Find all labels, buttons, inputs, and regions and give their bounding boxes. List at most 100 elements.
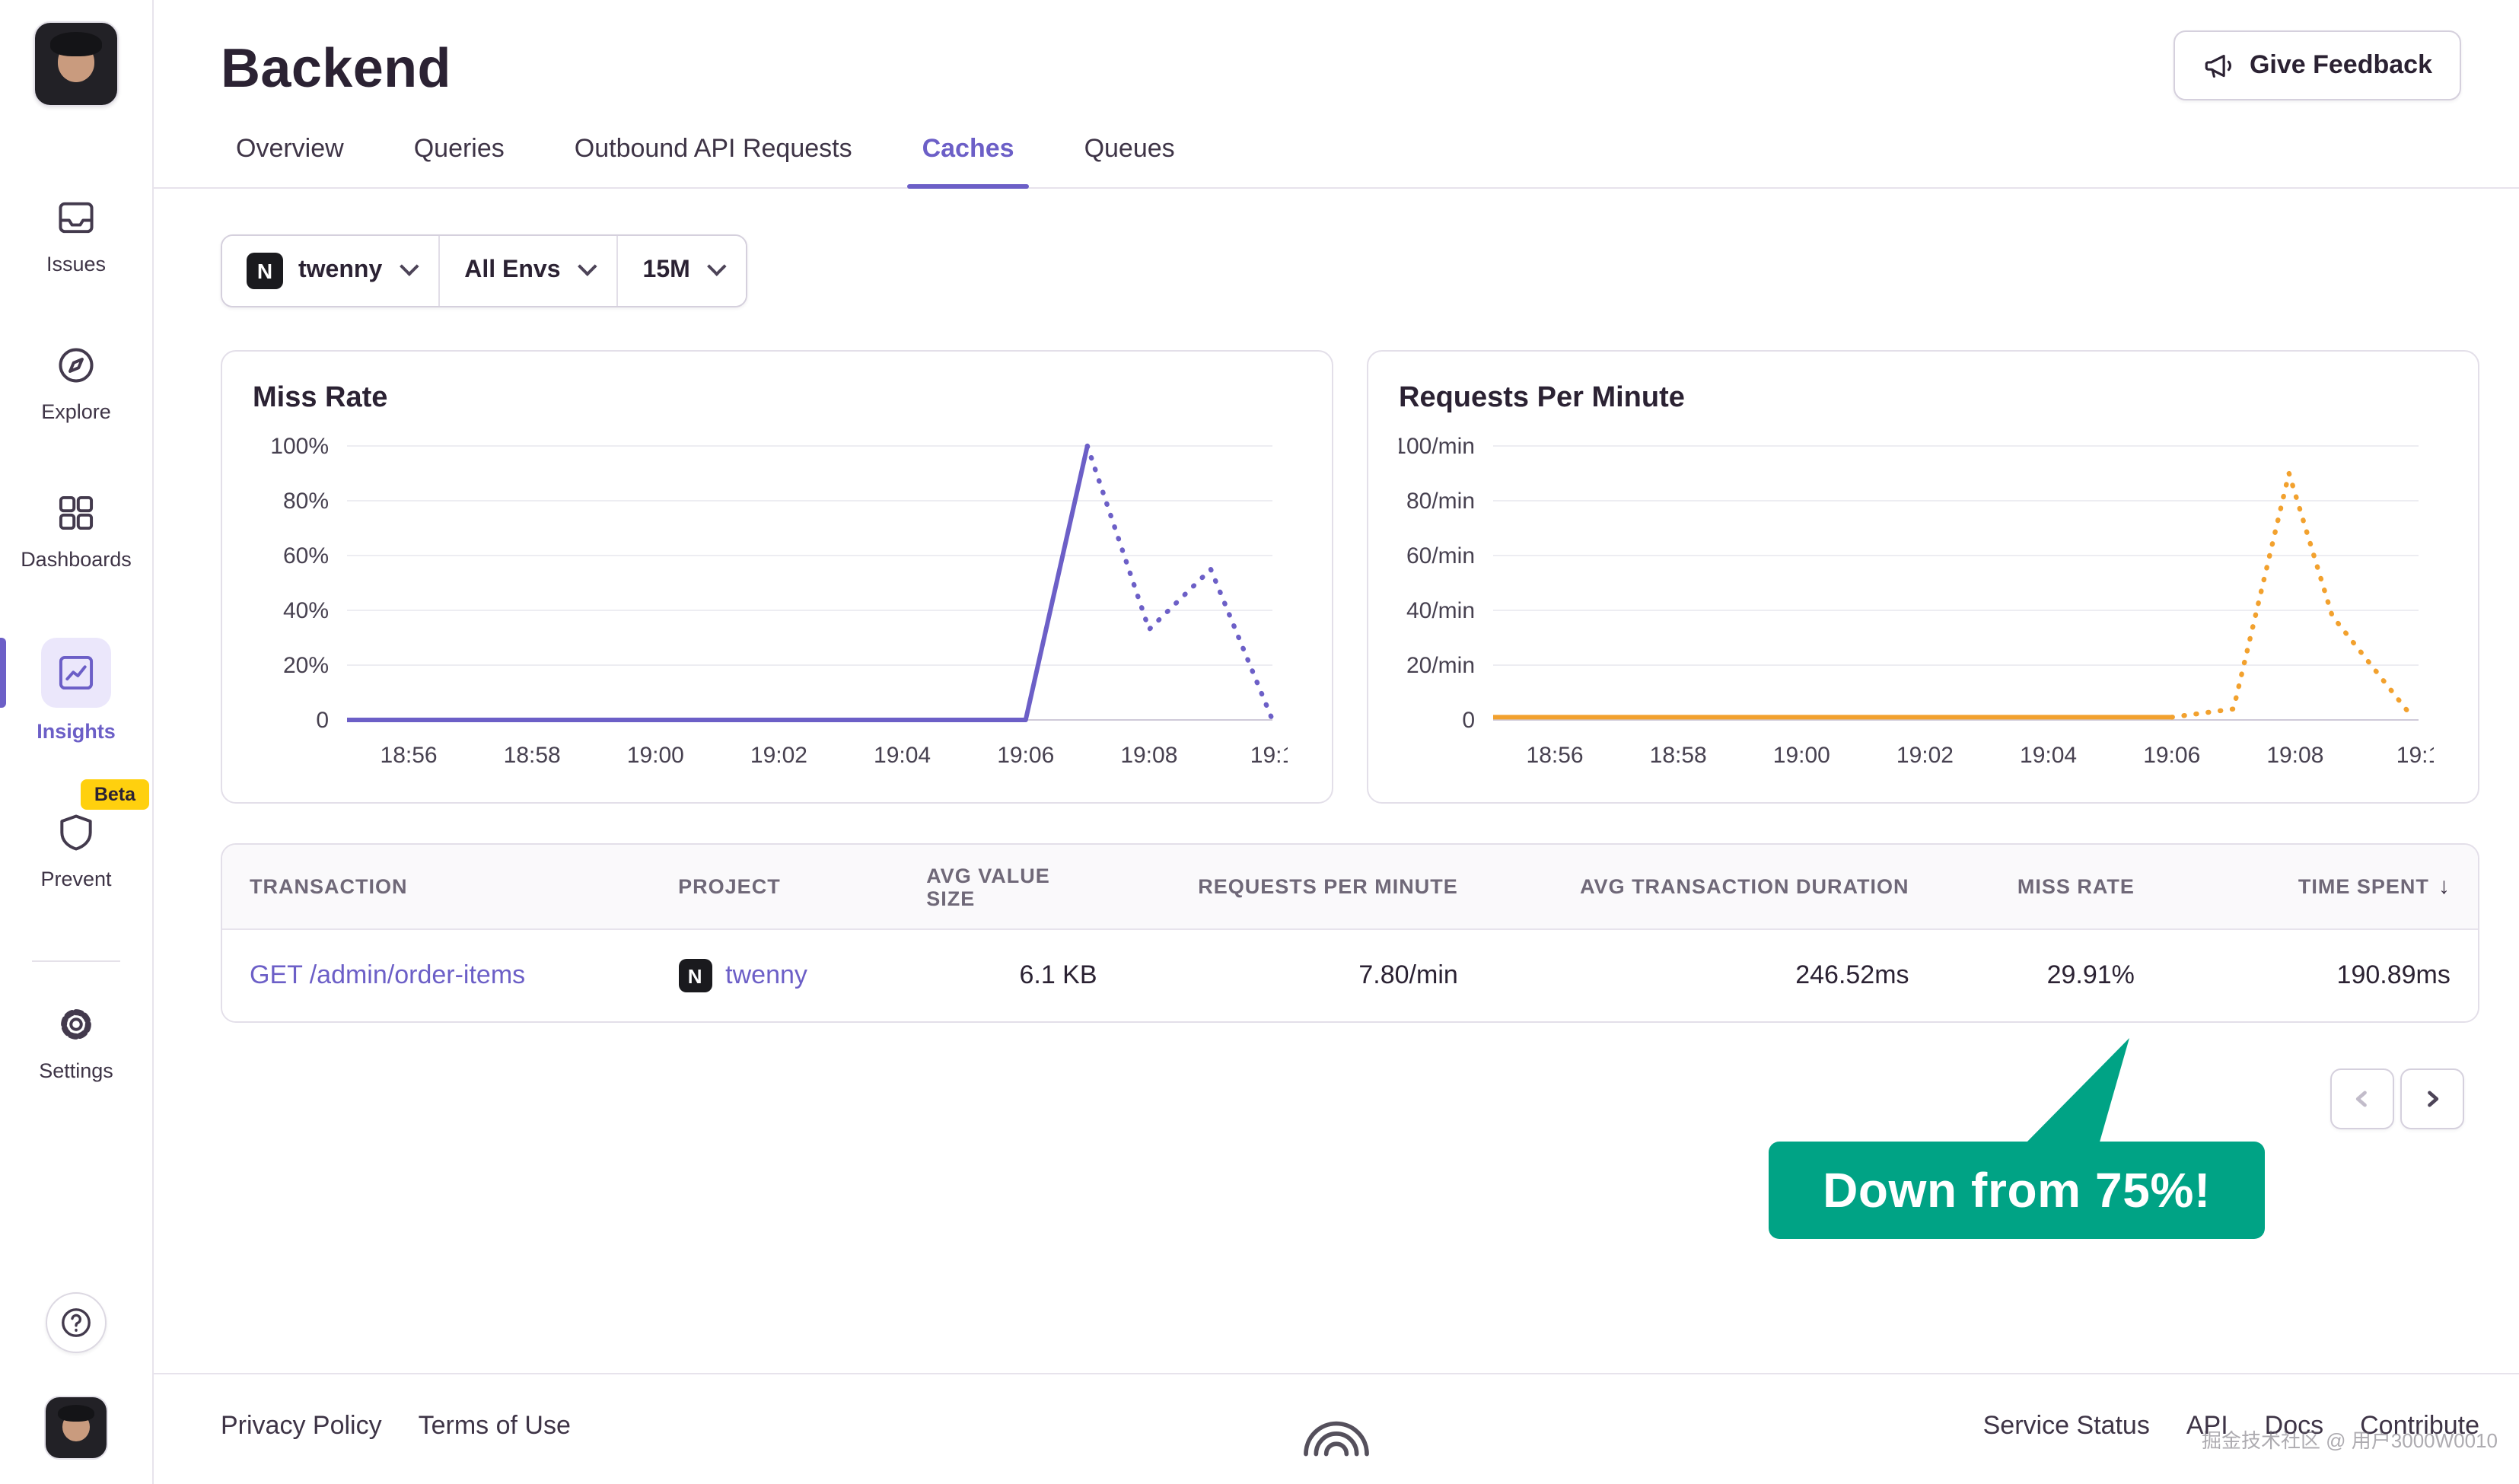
privacy-policy-link[interactable]: Privacy Policy xyxy=(221,1411,382,1440)
docs-link[interactable]: Docs xyxy=(2264,1411,2324,1440)
user-avatar-photo xyxy=(46,1397,107,1458)
svg-text:0: 0 xyxy=(1462,708,1475,733)
column-header-miss-rate[interactable]: MISS RATE xyxy=(2017,875,2135,898)
svg-text:19:06: 19:06 xyxy=(2143,743,2200,768)
project-letter-icon: N xyxy=(678,959,712,992)
tab-overview[interactable]: Overview xyxy=(236,134,344,163)
column-header-requests-per-minute[interactable]: REQUESTS PER MINUTE xyxy=(1198,875,1458,898)
sidebar-item-insights[interactable]: Insights xyxy=(0,638,152,743)
svg-text:19:02: 19:02 xyxy=(750,743,807,768)
table-row: GET /admin/order-items N twenny 6.1 KB 7… xyxy=(222,930,2478,1021)
content-area: N twenny All Envs 15M Miss Rate 100% 80% 6… xyxy=(154,189,2519,1129)
miss-rate-line-chart: 100% 80% 60% 40% 20% 0 18:56 18:58 19:00 19:02 19:… xyxy=(270,434,1288,768)
environment-filter-value: All Envs xyxy=(464,257,561,283)
question-mark-icon xyxy=(62,1308,91,1337)
svg-text:19:06: 19:06 xyxy=(997,743,1054,768)
page-title: Backend xyxy=(221,37,451,99)
tab-outbound-api-requests[interactable]: Outbound API Requests xyxy=(574,134,852,163)
svg-text:0: 0 xyxy=(316,708,329,733)
project-filter-dropdown[interactable]: N twenny xyxy=(222,236,439,306)
sidebar-divider xyxy=(32,960,120,962)
transaction-cell[interactable]: GET /admin/order-items xyxy=(222,960,651,991)
shield-icon xyxy=(53,810,99,855)
chevron-down-icon xyxy=(578,256,598,275)
api-link[interactable]: API xyxy=(2186,1411,2228,1440)
sort-descending-icon: ↓ xyxy=(2438,874,2451,900)
svg-text:80%: 80% xyxy=(283,489,329,514)
contribute-link[interactable]: Contribute xyxy=(2360,1411,2479,1440)
chart-title: Requests Per Minute xyxy=(1399,382,1685,414)
sidebar-item-label: Dashboards xyxy=(21,548,132,571)
chevron-down-icon xyxy=(400,256,419,275)
column-header-avg-transaction-duration[interactable]: AVG TRANSACTION DURATION xyxy=(1580,875,1909,898)
svg-text:20%: 20% xyxy=(283,653,329,678)
sidebar-item-dashboards[interactable]: Dashboards xyxy=(0,490,152,571)
chart-title: Miss Rate xyxy=(253,382,388,414)
transaction-link[interactable]: GET /admin/order-items xyxy=(250,960,526,989)
tab-caches[interactable]: Caches xyxy=(906,134,1030,189)
sidebar-item-label: Explore xyxy=(41,400,111,423)
svg-text:18:56: 18:56 xyxy=(381,743,438,768)
org-avatar[interactable] xyxy=(33,21,119,107)
user-avatar[interactable] xyxy=(44,1396,108,1460)
chevron-left-icon xyxy=(2355,1091,2367,1107)
filter-bar: N twenny All Envs 15M xyxy=(221,234,748,307)
svg-text:100/min: 100/min xyxy=(1399,434,1475,459)
column-header-transaction[interactable]: TRANSACTION xyxy=(250,875,408,898)
sidebar-item-issues[interactable]: Issues xyxy=(0,195,152,275)
column-header-avg-value-size[interactable]: AVG VALUE SIZE xyxy=(926,864,1050,909)
sidebar-item-label: Prevent xyxy=(40,868,112,890)
requests-per-minute-line-chart: 100/min 80/min 60/min 40/min 20/min 0 18:56 18:… xyxy=(1399,434,2434,768)
help-button[interactable] xyxy=(46,1292,107,1353)
requests-per-minute-cell: 7.80/min xyxy=(1358,960,1458,989)
page-header: Backend Give Feedback xyxy=(154,0,2519,100)
sidebar-nav: Issues Explore Dashboards Insights xyxy=(0,195,152,1149)
sentry-logo-icon[interactable] xyxy=(1303,1402,1370,1470)
svg-text:60%: 60% xyxy=(283,543,329,568)
main-content: Backend Give Feedback Overview Queries O… xyxy=(154,0,2519,1484)
previous-page-button[interactable] xyxy=(2330,1068,2394,1129)
megaphone-icon xyxy=(2205,53,2231,78)
terms-of-use-link[interactable]: Terms of Use xyxy=(418,1411,571,1440)
svg-text:80/min: 80/min xyxy=(1406,489,1475,514)
compass-icon xyxy=(53,342,99,388)
watermark-text: 掘金技术社区 @ 用户3000W0010 xyxy=(2201,1429,2498,1452)
chevron-right-icon xyxy=(2428,1091,2439,1107)
project-link[interactable]: N twenny xyxy=(678,959,807,992)
period-filter-dropdown[interactable]: 15M xyxy=(616,236,747,306)
requests-per-minute-chart-panel: Requests Per Minute 100/min 80/min 60/min 4… xyxy=(1367,350,2479,804)
column-header-time-spent[interactable]: TIME SPENT ↓ xyxy=(2162,874,2478,900)
issues-icon xyxy=(53,195,99,240)
sidebar-item-label: Insights xyxy=(37,720,116,743)
column-header-label: TIME SPENT xyxy=(2298,875,2429,898)
environment-filter-dropdown[interactable]: All Envs xyxy=(438,236,617,306)
project-letter-icon: N xyxy=(247,253,283,289)
svg-text:40/min: 40/min xyxy=(1406,598,1475,623)
time-spent-cell: 190.89ms xyxy=(2336,960,2451,989)
sidebar-bottom xyxy=(44,1292,108,1484)
svg-text:18:56: 18:56 xyxy=(1527,743,1584,768)
footer-right-links: Service Status API Docs Contribute xyxy=(1947,1411,2479,1441)
sidebar-item-prevent[interactable]: Beta Prevent xyxy=(0,779,152,890)
project-cell: N twenny xyxy=(651,959,899,992)
gear-icon xyxy=(53,1002,99,1047)
svg-text:19:00: 19:00 xyxy=(627,743,684,768)
give-feedback-label: Give Feedback xyxy=(2249,50,2432,79)
miss-rate-cell: 29.91% xyxy=(2046,960,2135,989)
pagination xyxy=(221,1068,2479,1129)
svg-text:19:04: 19:04 xyxy=(874,743,931,768)
svg-text:100%: 100% xyxy=(270,434,329,459)
tab-queries[interactable]: Queries xyxy=(413,134,505,163)
sidebar-item-settings[interactable]: Settings xyxy=(0,1002,152,1082)
sidebar-item-explore[interactable]: Explore xyxy=(0,342,152,423)
column-header-project[interactable]: PROJECT xyxy=(678,875,781,898)
next-page-button[interactable] xyxy=(2400,1068,2464,1129)
svg-text:18:58: 18:58 xyxy=(504,743,561,768)
avg-transaction-duration-cell: 246.52ms xyxy=(1795,960,1909,989)
period-filter-value: 15M xyxy=(642,257,690,283)
tab-queues[interactable]: Queues xyxy=(1084,134,1175,163)
svg-text:19:1: 19:1 xyxy=(2396,743,2434,768)
service-status-link[interactable]: Service Status xyxy=(1982,1411,2150,1440)
sidebar: Issues Explore Dashboards Insights xyxy=(0,0,154,1484)
give-feedback-button[interactable]: Give Feedback xyxy=(2173,30,2461,100)
